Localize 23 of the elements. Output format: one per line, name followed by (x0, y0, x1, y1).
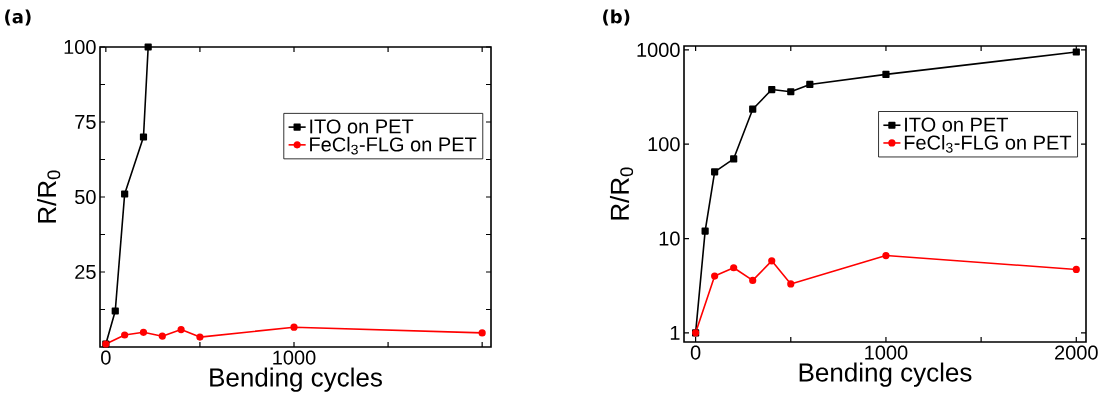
y-tick-label: 25 (75, 264, 96, 280)
y-tick-label: 100 (648, 137, 680, 152)
x-tick-label: 2000 (1055, 345, 1098, 360)
y-tick-label: 75 (75, 115, 96, 129)
y-tick-label: 100 (64, 39, 96, 55)
x-tick-label: 1000 (865, 345, 908, 360)
x-tick-label: 0 (690, 345, 701, 360)
y-tick-label: 50 (75, 189, 96, 205)
y-axis-title: R/R$_{0}$ (37, 170, 61, 223)
x-axis-title: Bending cycles (799, 362, 972, 387)
legend-label: ITO on PET (905, 117, 1008, 132)
legend-label: FeCl$_{3}$-FLG on PET (904, 134, 1072, 153)
x-axis-title: Bending cycles (210, 367, 382, 392)
y-axis-title: R/R$_{0}$ (609, 167, 634, 220)
chart-title: (a) (5, 9, 31, 26)
legend-label: ITO on PET (310, 119, 414, 134)
y-tick-label: 1000 (637, 42, 680, 57)
chart-title: (b) (603, 9, 630, 26)
legend-label: FeCl$_{3}$-FLG on PET (310, 136, 477, 155)
y-tick-label: 1 (670, 325, 680, 340)
x-tick-label: 1000 (273, 350, 316, 365)
x-tick-label: 0 (101, 350, 111, 365)
y-tick-label: 10 (659, 231, 680, 246)
